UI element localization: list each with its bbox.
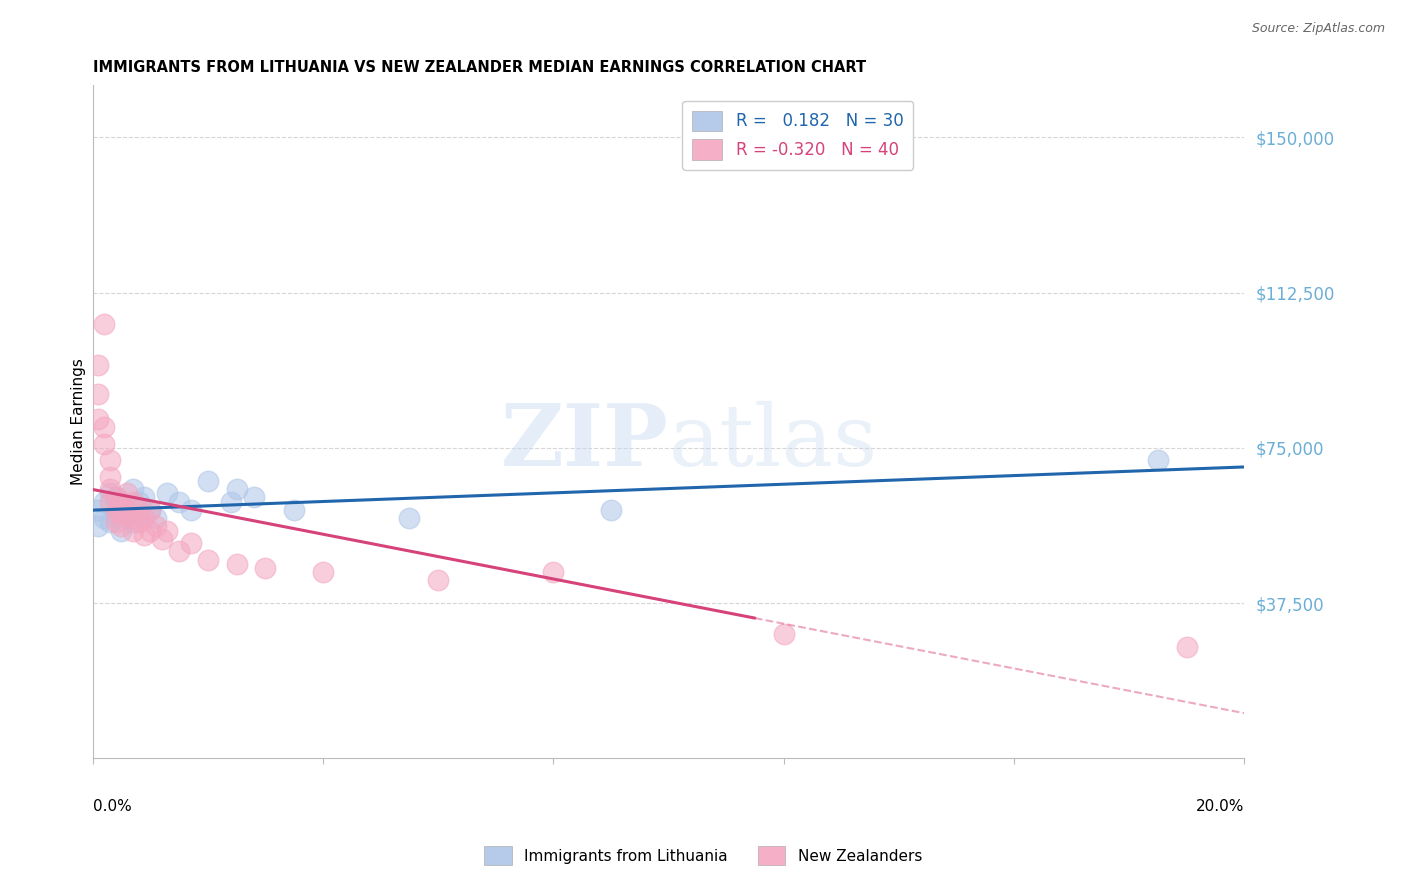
- Point: [128, 494, 150, 508]
- Point: [104, 516, 127, 530]
- Point: [104, 491, 127, 505]
- Point: [180, 503, 202, 517]
- Point: [98, 486, 121, 500]
- Point: [543, 565, 565, 579]
- Point: [156, 524, 179, 538]
- Y-axis label: Median Earnings: Median Earnings: [72, 359, 86, 485]
- Point: [427, 574, 450, 588]
- Text: 20.0%: 20.0%: [1197, 798, 1244, 814]
- Point: [110, 519, 132, 533]
- Point: [98, 453, 121, 467]
- Point: [122, 516, 145, 530]
- Point: [254, 561, 277, 575]
- Point: [180, 536, 202, 550]
- Point: [104, 507, 127, 521]
- Point: [156, 486, 179, 500]
- Point: [110, 524, 132, 538]
- Text: Source: ZipAtlas.com: Source: ZipAtlas.com: [1251, 22, 1385, 36]
- Point: [219, 494, 242, 508]
- Point: [139, 503, 162, 517]
- Legend: Immigrants from Lithuania, New Zealanders: Immigrants from Lithuania, New Zealander…: [478, 840, 928, 871]
- Point: [128, 516, 150, 530]
- Point: [139, 524, 162, 538]
- Point: [115, 503, 138, 517]
- Point: [98, 470, 121, 484]
- Point: [128, 503, 150, 517]
- Point: [139, 503, 162, 517]
- Point: [122, 524, 145, 538]
- Point: [134, 511, 156, 525]
- Text: ZIP: ZIP: [501, 401, 668, 484]
- Point: [115, 503, 138, 517]
- Point: [134, 491, 156, 505]
- Point: [104, 491, 127, 505]
- Point: [87, 503, 110, 517]
- Point: [87, 519, 110, 533]
- Point: [122, 494, 145, 508]
- Point: [150, 532, 173, 546]
- Point: [145, 519, 167, 533]
- Point: [398, 511, 420, 525]
- Text: atlas: atlas: [668, 401, 877, 483]
- Point: [98, 516, 121, 530]
- Legend: R =   0.182   N = 30, R = -0.320   N = 40: R = 0.182 N = 30, R = -0.320 N = 40: [682, 101, 914, 169]
- Point: [87, 358, 110, 372]
- Point: [145, 511, 167, 525]
- Point: [110, 494, 132, 508]
- Point: [312, 565, 335, 579]
- Point: [128, 507, 150, 521]
- Point: [197, 474, 219, 488]
- Point: [122, 511, 145, 525]
- Point: [225, 482, 247, 496]
- Point: [1175, 640, 1198, 654]
- Point: [283, 503, 305, 517]
- Point: [1147, 453, 1170, 467]
- Point: [93, 420, 115, 434]
- Point: [167, 494, 190, 508]
- Point: [93, 317, 115, 331]
- Point: [115, 511, 138, 525]
- Point: [197, 552, 219, 566]
- Point: [93, 511, 115, 525]
- Point: [599, 503, 621, 517]
- Point: [110, 507, 132, 521]
- Point: [93, 436, 115, 450]
- Point: [243, 491, 266, 505]
- Point: [98, 494, 121, 508]
- Point: [134, 527, 156, 541]
- Text: IMMIGRANTS FROM LITHUANIA VS NEW ZEALANDER MEDIAN EARNINGS CORRELATION CHART: IMMIGRANTS FROM LITHUANIA VS NEW ZEALAND…: [93, 60, 866, 75]
- Point: [110, 499, 132, 513]
- Point: [772, 627, 794, 641]
- Point: [225, 557, 247, 571]
- Point: [87, 412, 110, 426]
- Text: 0.0%: 0.0%: [93, 798, 131, 814]
- Point: [87, 387, 110, 401]
- Point: [115, 486, 138, 500]
- Point: [122, 482, 145, 496]
- Point: [104, 503, 127, 517]
- Point: [167, 544, 190, 558]
- Point: [98, 482, 121, 496]
- Point: [93, 494, 115, 508]
